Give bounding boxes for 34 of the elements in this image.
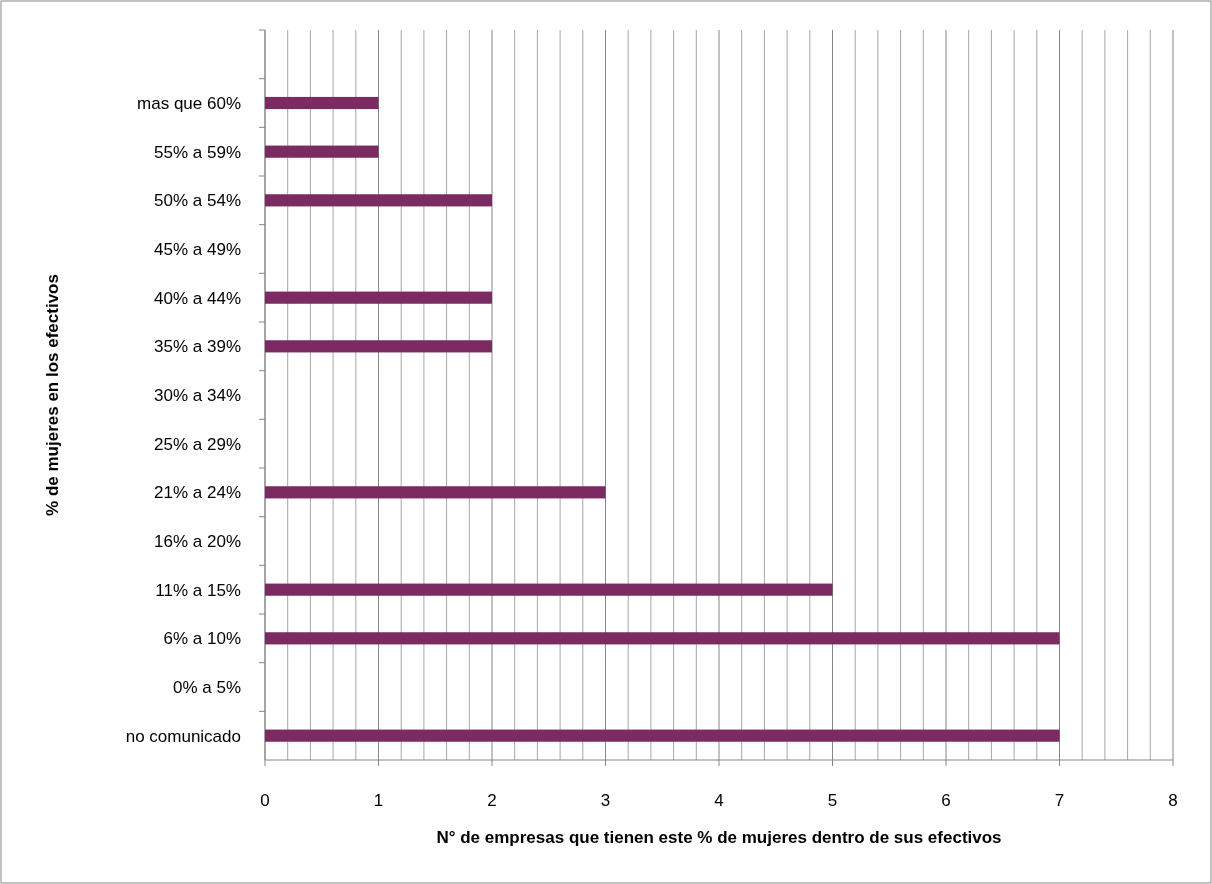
bar — [265, 583, 833, 596]
y-tick-label: 25% a 29% — [154, 434, 241, 454]
bar — [265, 340, 492, 353]
bar — [265, 729, 1060, 742]
bar — [265, 486, 606, 499]
x-tick-label: 2 — [487, 791, 497, 810]
y-tick-label: 16% a 20% — [154, 531, 241, 551]
y-tick-label: 11% a 15% — [155, 580, 241, 600]
x-axis-title: N° de empresas que tienen este % de mujeres dentro de sus efectivos — [436, 828, 1002, 847]
bar — [265, 194, 492, 207]
y-axis-title: % de mujeres en los efectivos — [43, 274, 62, 516]
x-tick-label: 3 — [600, 791, 611, 810]
bar — [265, 145, 379, 158]
y-tick-label: 30% a 34% — [154, 385, 241, 405]
bar — [265, 632, 1060, 645]
y-tick-label: 40% a 44% — [154, 288, 241, 308]
x-tick-label: 0 — [260, 791, 270, 810]
y-tick-label: 35% a 39% — [154, 337, 241, 357]
x-tick-label: 7 — [1054, 791, 1065, 810]
y-tick-label: no comunicado — [125, 726, 241, 746]
x-tick-label: 1 — [373, 791, 384, 810]
bar — [265, 96, 379, 110]
y-tick-label: mas que 60% — [137, 93, 241, 113]
y-tick-label: 55% a 59% — [154, 142, 241, 162]
bar — [265, 291, 492, 304]
x-tick-label: 4 — [714, 791, 724, 810]
y-tick-label: 0% a 5% — [172, 677, 241, 697]
x-tick-label: 6 — [941, 791, 951, 810]
x-tick-label: 5 — [827, 791, 838, 810]
y-tick-label: 6% a 10% — [163, 629, 241, 649]
y-tick-label: 50% a 54% — [154, 191, 241, 211]
x-tick-label: 8 — [1168, 791, 1178, 810]
y-tick-label: 21% a 24% — [154, 483, 241, 503]
y-tick-label: 45% a 49% — [154, 239, 241, 259]
